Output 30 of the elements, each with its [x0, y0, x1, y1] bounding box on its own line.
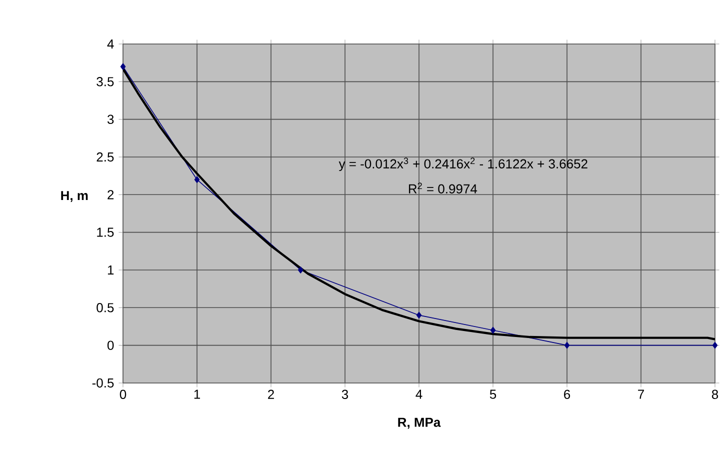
- x-tick-label: 8: [712, 390, 718, 399]
- point: [564, 342, 570, 349]
- y-tick-label: 1.5: [97, 228, 114, 237]
- y-tick-label: 0: [107, 340, 114, 350]
- y-tick-label: 3: [107, 114, 114, 124]
- y-tick-label: 0.5: [96, 303, 114, 312]
- y-tick-label: 1: [108, 266, 114, 274]
- x-tick-label: 3: [342, 390, 348, 399]
- point: [120, 63, 126, 70]
- x-tick-label: 6: [564, 390, 570, 399]
- y-tick-label: 2.5: [96, 152, 114, 162]
- x-tick-label: 5: [490, 390, 496, 399]
- y-tick-label: 2: [108, 190, 114, 200]
- point: [490, 326, 496, 334]
- y-tick-label: -0.5: [92, 378, 114, 388]
- x-tick-label: 1: [194, 390, 200, 399]
- point: [416, 312, 422, 319]
- point: [194, 176, 200, 183]
- x-tick-label: 2: [268, 390, 274, 399]
- x-axis-title: R, MPa: [398, 418, 441, 429]
- annotation: y = -0.012x$^{3}$ + 0.2416x$^{2}$ - 1.6122x + 3.6652: [338, 158, 588, 172]
- y-tick-label: 4: [107, 40, 114, 48]
- y-tick-label: 3.5: [96, 77, 114, 86]
- y-axis-title: H, m: [61, 191, 88, 202]
- x-tick-label: 0: [120, 390, 126, 399]
- point: [298, 266, 304, 274]
- annotation: R$^{2}$ = 0.9974: [408, 182, 478, 194]
- point: [712, 342, 718, 349]
- x-tick-label: 7: [638, 390, 644, 399]
- x-tick-label: 4: [416, 390, 422, 399]
